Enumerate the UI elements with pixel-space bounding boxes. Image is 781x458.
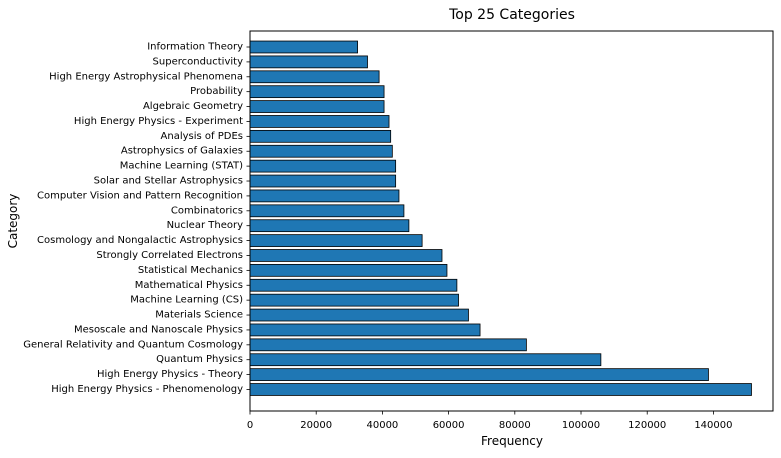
category-label: Combinatorics [171,205,243,216]
x-tick-label: 60000 [433,420,465,431]
bars-layer [249,40,752,396]
chart-title: Top 25 Categories [448,7,575,23]
bar [249,278,458,292]
bar [249,40,358,54]
x-tick-label: 40000 [366,420,398,431]
bar [249,368,709,381]
category-label: High Energy Astrophysical Phenomena [49,71,243,82]
category-label: Probability [190,86,243,97]
bar [249,293,459,307]
bar [249,55,368,69]
x-axis-title: Frequency [481,434,543,448]
bar [249,264,448,277]
bar [249,249,443,262]
x-tick-label: 140000 [694,420,732,431]
bar [249,383,752,396]
bar [249,70,380,84]
category-label: Computer Vision and Pattern Recognition [37,190,243,201]
bar [249,219,410,233]
plot-frame [249,30,774,412]
category-label: General Relativity and Quantum Cosmology [23,339,243,350]
category-label: High Energy Physics - Theory [97,369,243,380]
category-label: Analysis of PDEs [161,131,243,142]
category-label: Statistical Mechanics [138,265,243,276]
x-tick-label: 0 [247,420,253,431]
bar [249,234,423,247]
bar [249,159,397,173]
bar [249,204,405,218]
bar [249,100,385,113]
category-label: Solar and Stellar Astrophysics [94,176,243,187]
category-label: Cosmology and Nongalactic Astrophysics [37,235,243,246]
bar [249,129,392,143]
category-label: High Energy Physics - Phenomenology [51,384,243,395]
category-label: Mesoscale and Nanoscale Physics [74,324,243,335]
x-ticks: 0 20000 40000 60000 80000 100000 120000 140000 [247,411,733,431]
bar [249,85,385,99]
bar [249,338,527,352]
category-labels: High Energy Physics - Phenomenology High … [23,42,250,395]
bar [249,115,390,128]
category-label: Astrophysics of Galaxies [121,146,243,157]
category-label: Materials Science [155,310,243,321]
category-label: Machine Learning (STAT) [120,161,243,172]
category-label: Machine Learning (CS) [130,295,243,306]
bar [249,353,602,367]
category-label: Strongly Correlated Electrons [96,250,243,261]
y-axis-title: Category [6,194,20,249]
category-label: Superconductivity [153,56,244,67]
bar [249,308,469,322]
x-tick-label: 20000 [300,420,332,431]
bar [249,174,397,188]
category-label: Information Theory [147,42,243,53]
x-tick-label: 80000 [499,420,531,431]
category-label: Algebraic Geometry [143,101,243,112]
x-tick-label: 120000 [628,420,666,431]
category-label: High Energy Physics - Experiment [74,116,243,127]
x-tick-label: 100000 [562,420,600,431]
category-label: Nuclear Theory [167,220,243,231]
category-label: Mathematical Physics [135,280,243,291]
bar [249,144,393,158]
category-label: Quantum Physics [156,354,243,365]
bar [249,189,400,203]
bar [249,323,481,337]
